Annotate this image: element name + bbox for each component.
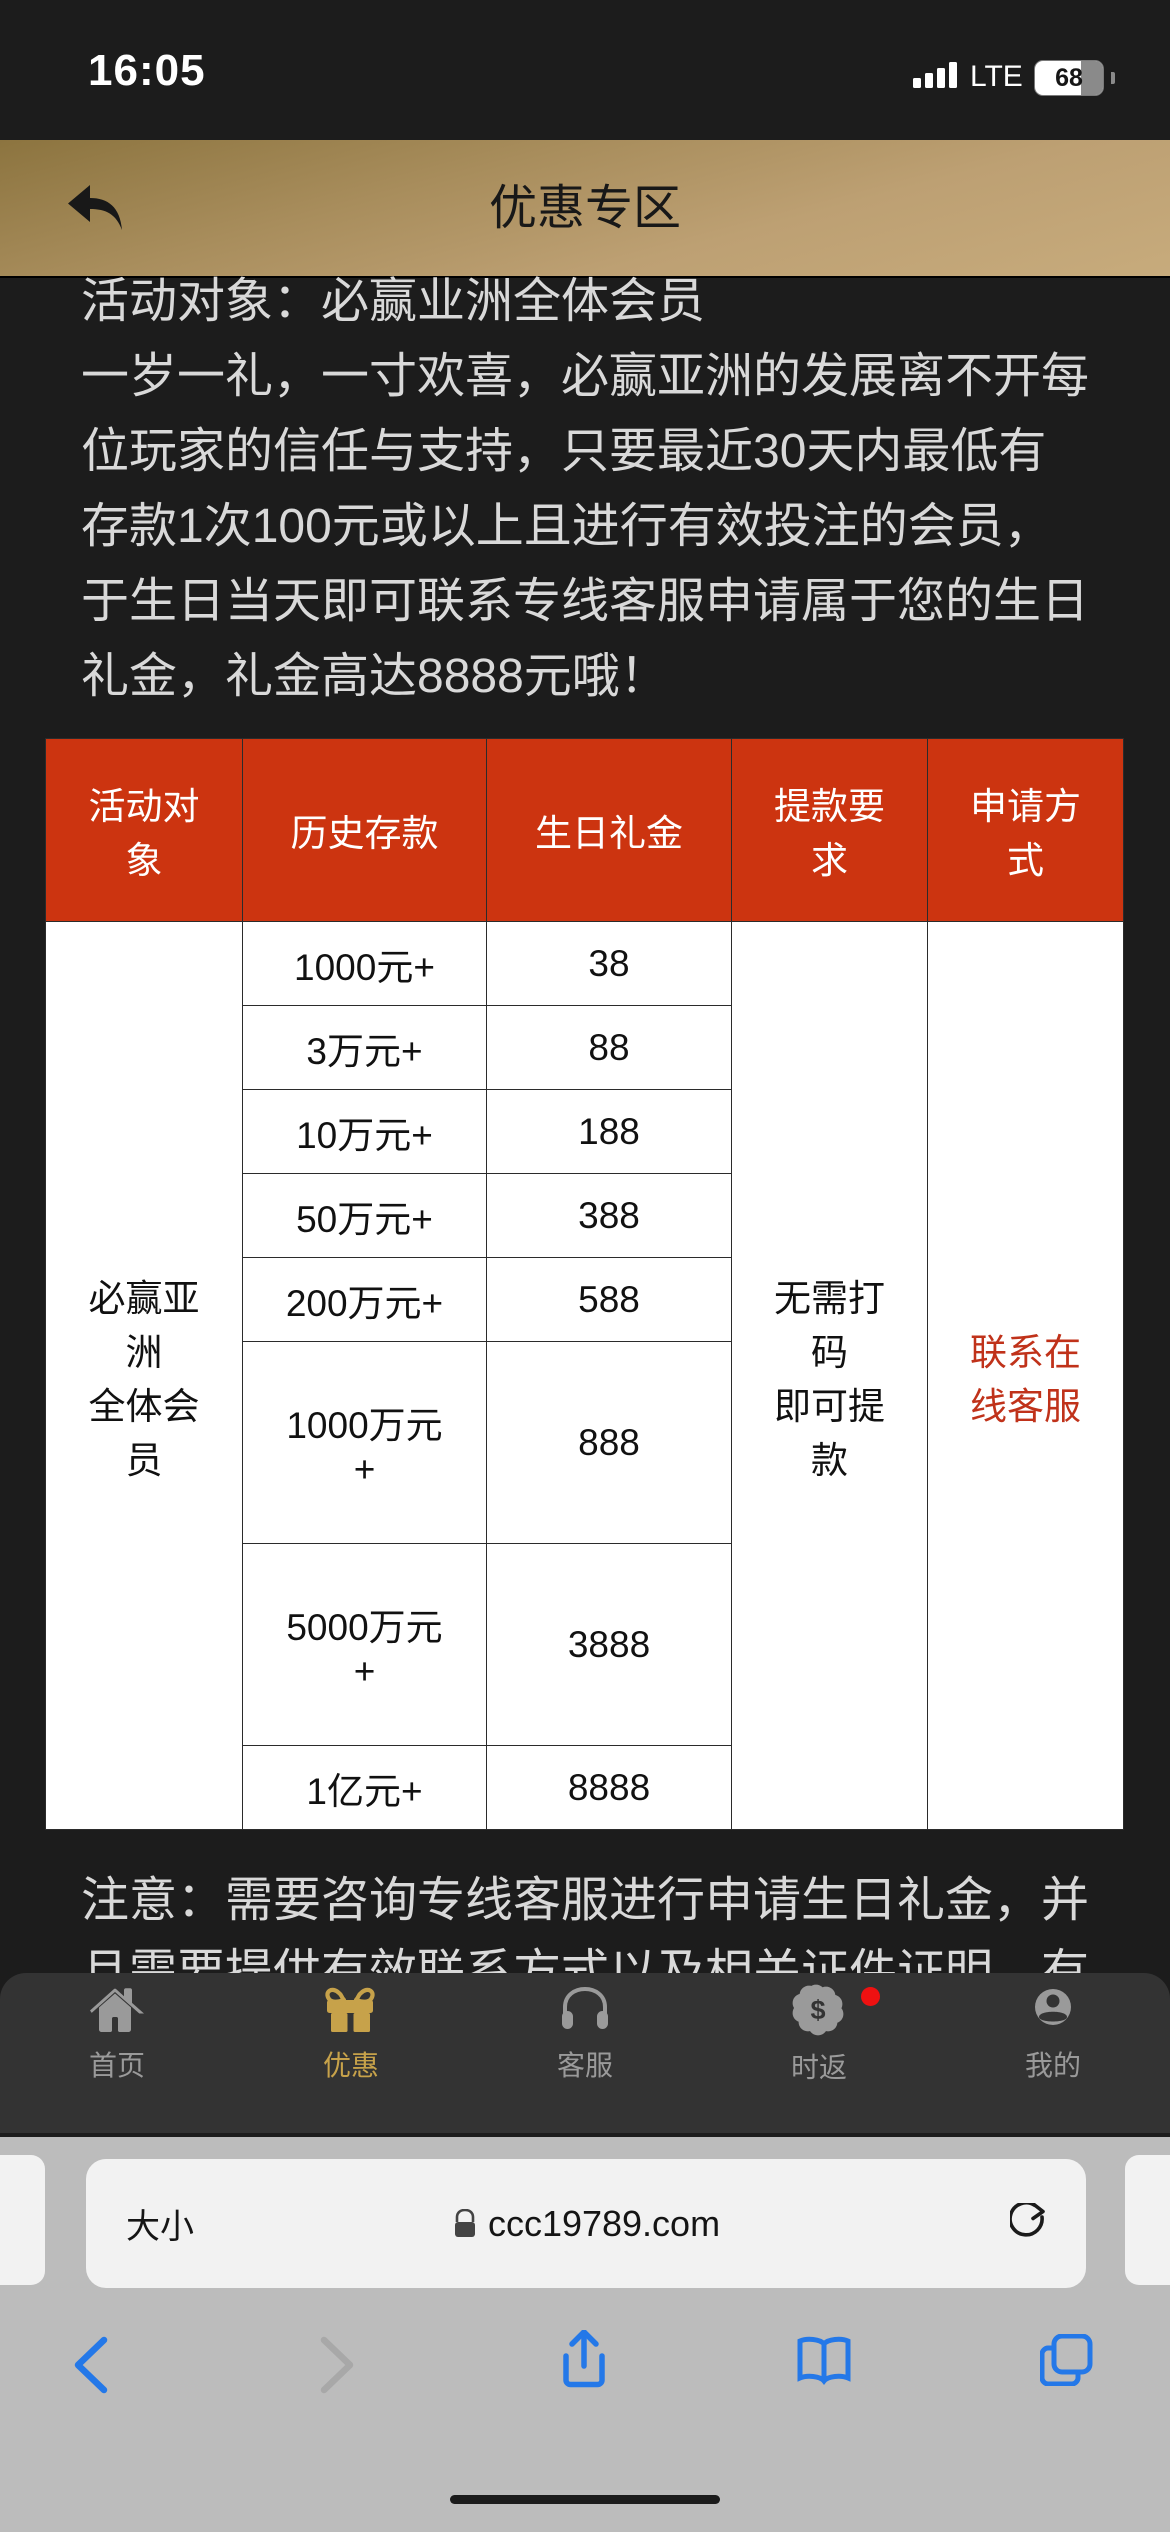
- svg-text:$: $: [810, 1995, 825, 2025]
